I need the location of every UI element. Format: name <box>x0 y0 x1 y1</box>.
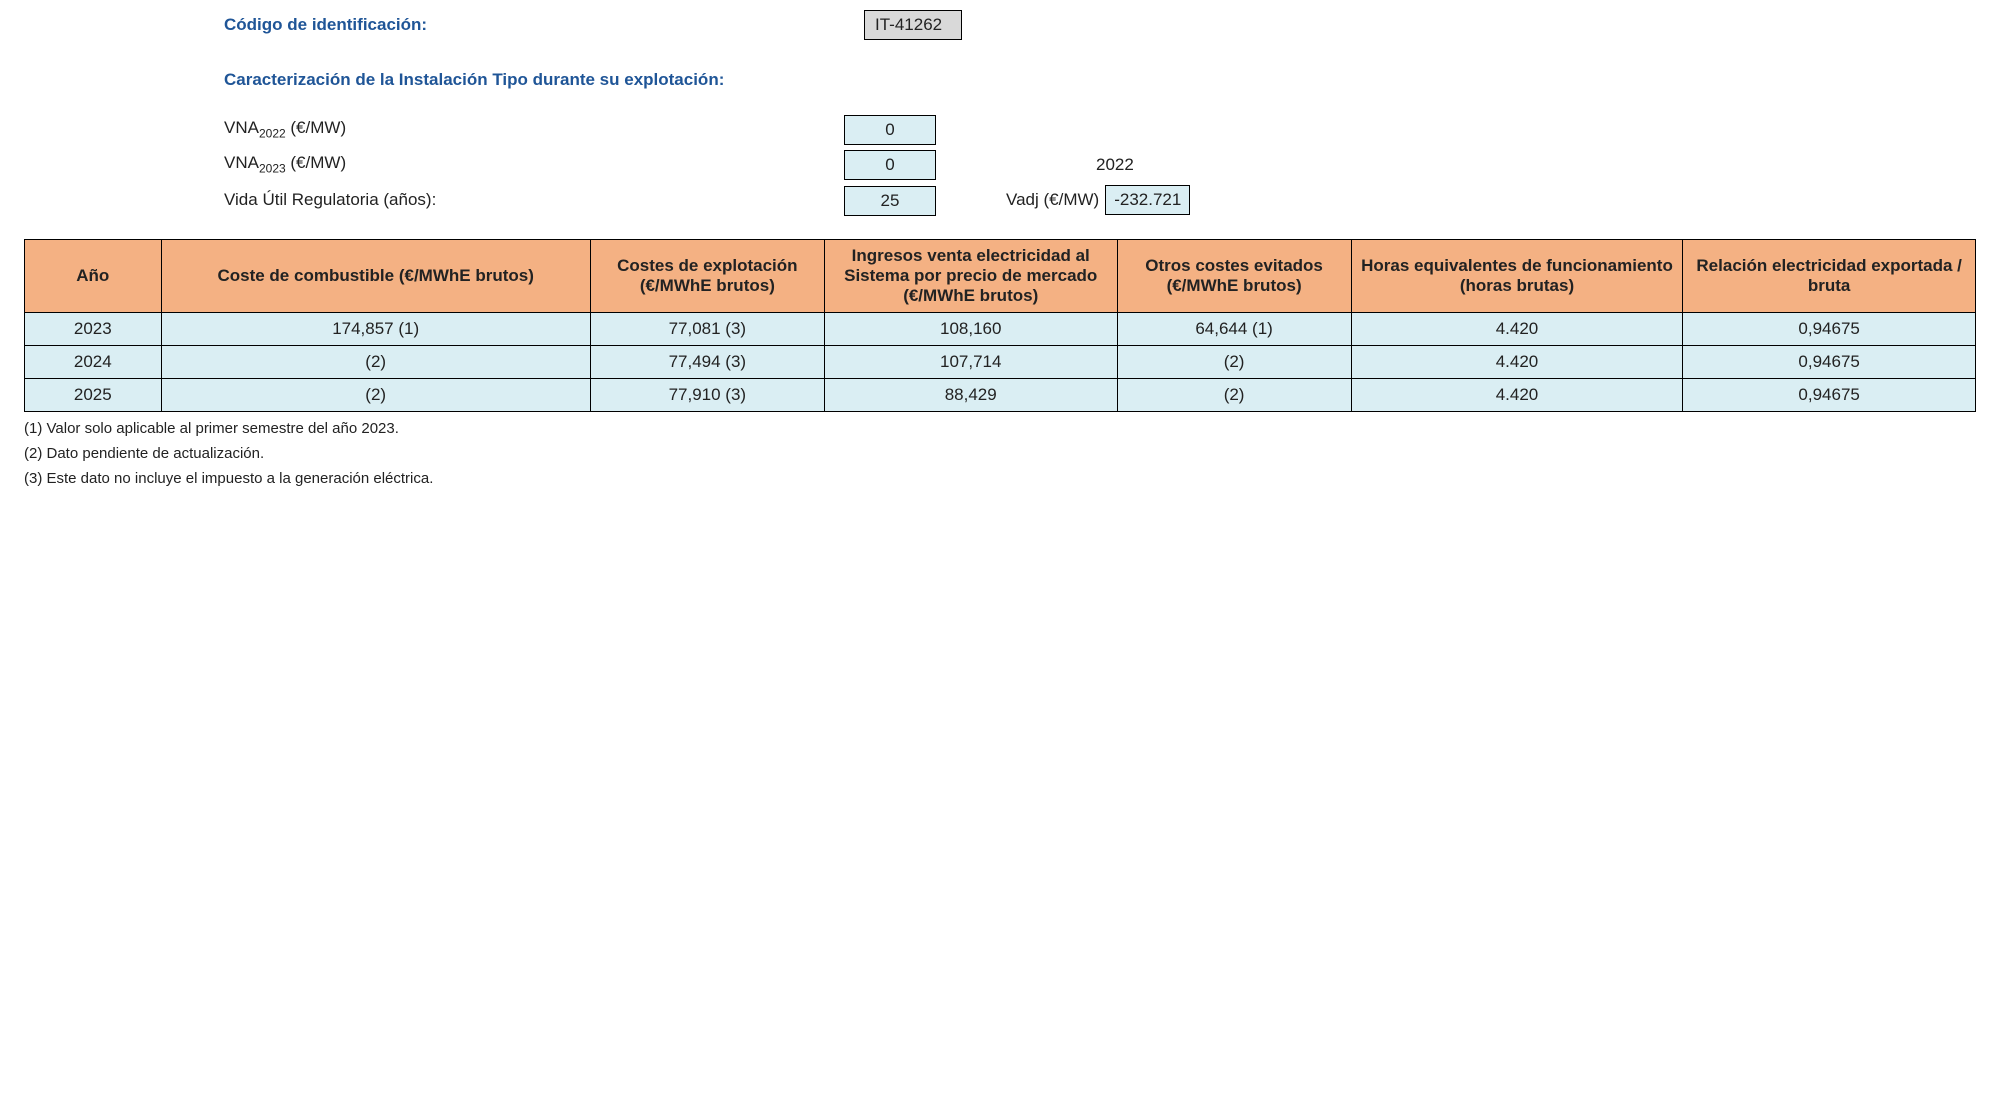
table-cell: 174,857 (1) <box>161 313 590 346</box>
vna2023-row: VNA2023 (€/MW) 0 2022 <box>224 150 1976 179</box>
life-row: Vida Útil Regulatoria (años): 25 Vadj (€… <box>224 185 1976 215</box>
table-cell: 64,644 (1) <box>1117 313 1351 346</box>
table-cell: (2) <box>161 379 590 412</box>
vna2022-sub: 2022 <box>259 127 286 141</box>
section-title: Caracterización de la Instalación Tipo d… <box>224 70 1976 90</box>
vadj-label: Vadj (€/MW) <box>1006 190 1099 210</box>
footnote-1: (1) Valor solo aplicable al primer semes… <box>24 420 1976 437</box>
table-cell: 0,94675 <box>1683 313 1976 346</box>
life-value: 25 <box>844 186 936 216</box>
table-cell: 0,94675 <box>1683 379 1976 412</box>
table-body: 2023174,857 (1)77,081 (3)108,16064,644 (… <box>25 313 1976 412</box>
vna2022-label-pre: VNA <box>224 118 259 137</box>
table-cell: (2) <box>161 346 590 379</box>
col-header-year: Año <box>25 240 162 313</box>
life-label: Vida Útil Regulatoria (años): <box>224 190 824 210</box>
vadj-value: -232.721 <box>1105 185 1190 215</box>
table-head: Año Coste de combustible (€/MWhE brutos)… <box>25 240 1976 313</box>
vna2023-unit: (€/MW) <box>286 153 346 172</box>
col-header-fuel: Coste de combustible (€/MWhE brutos) <box>161 240 590 313</box>
col-header-hours: Horas equivalentes de funcionamiento (ho… <box>1351 240 1683 313</box>
table-row: 2025(2)77,910 (3)88,429(2)4.4200,94675 <box>25 379 1976 412</box>
id-row: Código de identificación: IT-41262 <box>224 10 1976 40</box>
data-table: Año Coste de combustible (€/MWhE brutos)… <box>24 239 1976 412</box>
vna2022-row: VNA2022 (€/MW) 0 <box>224 115 1976 144</box>
vna2022-label: VNA2022 (€/MW) <box>224 118 824 140</box>
table-cell: 107,714 <box>824 346 1117 379</box>
vna2023-sub: 2023 <box>259 162 286 176</box>
table-cell: 2025 <box>25 379 162 412</box>
col-header-other: Otros costes evitados (€/MWhE brutos) <box>1117 240 1351 313</box>
table-cell: (2) <box>1117 346 1351 379</box>
table-cell: 2023 <box>25 313 162 346</box>
table-cell: 77,910 (3) <box>590 379 824 412</box>
table-cell: 2024 <box>25 346 162 379</box>
vna2022-unit: (€/MW) <box>286 118 346 137</box>
id-label: Código de identificación: <box>224 15 824 35</box>
footnote-3: (3) Este dato no incluye el impuesto a l… <box>24 470 1976 487</box>
table-cell: 77,494 (3) <box>590 346 824 379</box>
col-header-ratio: Relación electricidad exportada / bruta <box>1683 240 1976 313</box>
table-cell: (2) <box>1117 379 1351 412</box>
table-cell: 108,160 <box>824 313 1117 346</box>
vna2023-value: 0 <box>844 150 936 180</box>
col-header-inc: Ingresos venta electricidad al Sistema p… <box>824 240 1117 313</box>
table-cell: 77,081 (3) <box>590 313 824 346</box>
table-header-row: Año Coste de combustible (€/MWhE brutos)… <box>25 240 1976 313</box>
table-cell: 4.420 <box>1351 346 1683 379</box>
footnotes: (1) Valor solo aplicable al primer semes… <box>24 420 1976 487</box>
table-cell: 4.420 <box>1351 313 1683 346</box>
table-row: 2023174,857 (1)77,081 (3)108,16064,644 (… <box>25 313 1976 346</box>
table-cell: 88,429 <box>824 379 1117 412</box>
table-row: 2024(2)77,494 (3)107,714(2)4.4200,94675 <box>25 346 1976 379</box>
table-cell: 0,94675 <box>1683 346 1976 379</box>
footnote-2: (2) Dato pendiente de actualización. <box>24 445 1976 462</box>
top-parameters-block: Código de identificación: IT-41262 Carac… <box>224 10 1976 215</box>
id-value-box: IT-41262 <box>864 10 962 40</box>
vna2023-label-pre: VNA <box>224 153 259 172</box>
side-year: 2022 <box>1096 155 1134 175</box>
table-cell: 4.420 <box>1351 379 1683 412</box>
vna2023-label: VNA2023 (€/MW) <box>224 153 824 175</box>
col-header-exp: Costes de explotación (€/MWhE brutos) <box>590 240 824 313</box>
vna2022-value: 0 <box>844 115 936 145</box>
